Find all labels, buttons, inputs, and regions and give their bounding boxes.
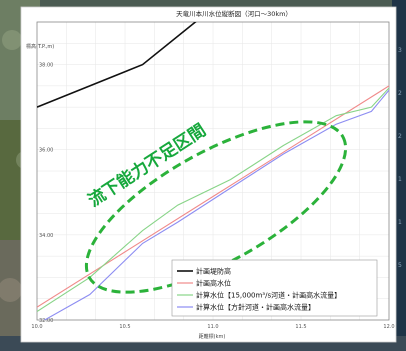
- edge-number: 1: [398, 176, 402, 183]
- y-tick-label: 32.00: [39, 318, 53, 324]
- edge-number: 1: [398, 219, 402, 226]
- series-line-4: [43, 89, 389, 320]
- x-tick-label: 10.5: [119, 324, 130, 330]
- x-tick-labels: 10.0 10.5 11.0 11.5 12.0: [31, 324, 394, 330]
- chart-title: 天竜川本川水位縦断図（河口～30km）: [176, 9, 292, 18]
- plot-frame: [36, 21, 390, 321]
- edge-number: 2: [398, 90, 402, 97]
- legend-box: [171, 259, 378, 317]
- x-axis-label: 距離標(km): [199, 333, 226, 340]
- x-tick-label: 11.5: [295, 324, 306, 330]
- legend-label: 計画高水位: [196, 279, 231, 288]
- edge-number: 3: [398, 47, 402, 54]
- series-lines: [37, 22, 389, 320]
- y-tick-label: 34.00: [39, 233, 53, 239]
- series-line-3: [37, 87, 389, 312]
- legend-label: 計算水位【方針河道・計画高水流量】: [196, 303, 315, 312]
- edge-number: 5: [398, 262, 402, 269]
- edge-number: 2: [398, 133, 402, 140]
- x-tick-label: 10.0: [31, 324, 42, 330]
- right-edge-labels: 3 2 2 1 1 5: [398, 47, 402, 269]
- y-axis-label: 標高(T.P.,m): [26, 43, 54, 50]
- legend-label: 計算水位【15,000m³/s河道・計画高水流量】: [196, 291, 341, 300]
- legend: 計画堤防高計画高水位計算水位【15,000m³/s河道・計画高水流量】計算水位【…: [171, 259, 378, 317]
- series-line-1: [37, 22, 197, 108]
- y-tick-labels: 32.00 34.00 36.00 38.00: [39, 63, 53, 324]
- series-line-2: [37, 85, 389, 308]
- legend-label: 計画堤防高: [196, 267, 231, 276]
- y-tick-label: 38.00: [39, 63, 53, 69]
- shortage-ellipse: [84, 120, 348, 294]
- y-tick-label: 36.00: [39, 148, 53, 154]
- x-tick-label: 11.0: [207, 324, 218, 330]
- x-tick-label: 12.0: [383, 324, 394, 330]
